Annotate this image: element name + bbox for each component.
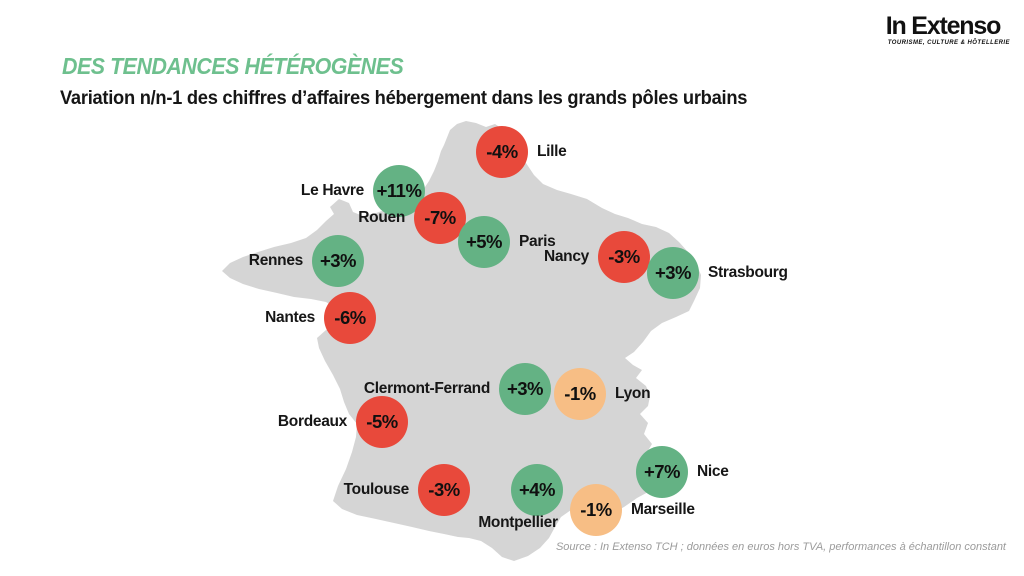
value-bubble: +5% — [458, 216, 510, 268]
map-city-le-havre: +11% Le Havre — [301, 165, 425, 217]
city-label: Lille — [537, 143, 567, 160]
city-label: Marseille — [631, 501, 695, 518]
map-city-rouen: -7% Rouen — [358, 192, 466, 244]
value-bubble: -1% — [554, 368, 606, 420]
value-bubble: +3% — [647, 247, 699, 299]
value-bubble: +4% — [511, 464, 563, 516]
page-title: DES TENDANCES HÉTÉROGÈNES — [62, 53, 404, 79]
source-note: Source : In Extenso TCH ; données en eur… — [555, 541, 1006, 553]
city-label: Strasbourg — [708, 264, 788, 281]
value-bubble: +3% — [312, 235, 364, 287]
value-bubble: -5% — [356, 396, 408, 448]
map-city-montpellier: +4% Montpellier — [478, 464, 563, 531]
city-label: Lyon — [615, 385, 651, 402]
map-city-paris: +5% Paris — [458, 216, 556, 268]
page-subtitle: Variation n/n-1 des chiffres d’affaires … — [60, 87, 748, 109]
value-bubble: -7% — [414, 192, 466, 244]
map-city-marseille: -1% Marseille — [570, 484, 695, 536]
map-city-clermont-ferrand: +3% Clermont-Ferrand — [364, 363, 551, 415]
city-label: Nancy — [543, 248, 589, 265]
city-label: Toulouse — [343, 481, 410, 498]
value-bubble: +7% — [636, 446, 688, 498]
city-label: Clermont-Ferrand — [363, 380, 490, 397]
city-label: Nantes — [265, 309, 315, 326]
value-bubble: -4% — [476, 126, 528, 178]
city-label: Paris — [519, 233, 556, 250]
logo-tagline: TOURISME, CULTURE & HÔTELLERIE — [887, 40, 1010, 47]
logo-wordmark: In Extenso — [885, 12, 1002, 40]
map-city-lille: -4% Lille — [476, 126, 567, 178]
value-bubble: +3% — [499, 363, 551, 415]
france-outline — [222, 121, 701, 561]
value-bubble: -1% — [570, 484, 622, 536]
value-bubble: -3% — [598, 231, 650, 283]
city-label: Le Havre — [300, 182, 364, 199]
city-label: Bordeaux — [277, 413, 347, 430]
city-label: Rennes — [248, 252, 304, 269]
value-bubble: +11% — [373, 165, 425, 217]
map-city-nancy: -3% Nancy — [544, 231, 650, 283]
in-extenso-logo: In Extenso TOURISME, CULTURE & HÔTELLERI… — [885, 12, 1010, 47]
map-city-nice: +7% Nice — [636, 446, 729, 498]
city-label: Nice — [697, 463, 729, 480]
map-city-bordeaux: -5% Bordeaux — [278, 396, 408, 448]
map-city-nantes: -6% Nantes — [265, 292, 376, 344]
city-label: Montpellier — [478, 514, 558, 531]
map-city-rennes: +3% Rennes — [249, 235, 364, 287]
city-label: Rouen — [358, 209, 405, 226]
map-city-lyon: -1% Lyon — [554, 368, 651, 420]
map-city-toulouse: -3% Toulouse — [344, 464, 470, 516]
value-bubble: -3% — [418, 464, 470, 516]
value-bubble: -6% — [324, 292, 376, 344]
map-city-strasbourg: +3% Strasbourg — [647, 247, 788, 299]
